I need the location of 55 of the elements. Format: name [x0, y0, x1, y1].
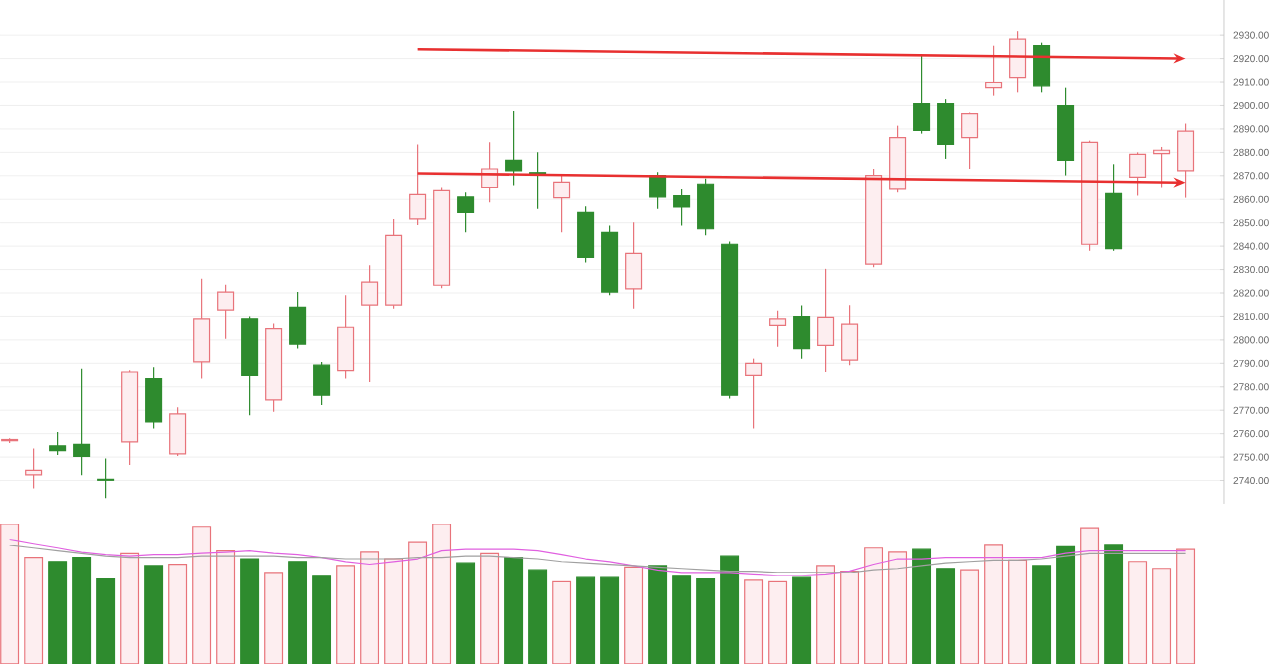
- candlestick: [1153, 146, 1171, 189]
- candlestick: [505, 110, 523, 187]
- candlestick: [169, 406, 187, 457]
- candlestick: [673, 188, 691, 227]
- bar: [888, 551, 908, 664]
- bar: [288, 561, 308, 664]
- candlestick: [409, 143, 427, 226]
- bar: [360, 551, 380, 664]
- candlestick: [697, 178, 715, 236]
- bar: [912, 548, 932, 664]
- candlestick: [913, 55, 931, 135]
- bar: [456, 562, 476, 664]
- candlestick: [1129, 151, 1147, 197]
- candlestick: [577, 205, 595, 264]
- bar: [504, 556, 524, 664]
- candlestick: [769, 310, 787, 348]
- bar: [336, 565, 356, 664]
- bar: [384, 558, 404, 664]
- candlestick: [745, 358, 763, 430]
- bar: [432, 523, 452, 664]
- candlestick: [337, 294, 355, 380]
- candlestick: [937, 98, 955, 160]
- bar: [1032, 565, 1052, 664]
- candlestick: [313, 361, 331, 406]
- candlestick: [73, 368, 91, 476]
- candlestick: [49, 431, 67, 456]
- candlestick: [1009, 30, 1027, 93]
- candlestick: [817, 268, 835, 373]
- candlestick: [97, 457, 115, 499]
- bar: [552, 580, 572, 664]
- candlestick: [217, 284, 235, 340]
- candlestick: [793, 304, 811, 360]
- candlestick: [961, 111, 979, 170]
- candlestick: [625, 221, 643, 310]
- bar: [0, 523, 20, 664]
- bar: [864, 547, 884, 664]
- candlestick: [1033, 42, 1051, 93]
- bar: [24, 556, 44, 664]
- candlestick: [457, 191, 475, 233]
- bar: [480, 552, 500, 664]
- bar: [936, 568, 956, 664]
- candlestick: [841, 304, 859, 366]
- bar: [312, 575, 332, 664]
- candlestick: [553, 174, 571, 233]
- bar: [1104, 544, 1124, 664]
- candlestick: [193, 278, 211, 380]
- candlestick: [361, 264, 379, 383]
- candlestick: [289, 291, 307, 350]
- bar: [984, 544, 1004, 664]
- bar: [840, 570, 860, 664]
- candlestick: [145, 366, 163, 430]
- bar: [816, 565, 836, 664]
- candlestick: [25, 447, 43, 490]
- candlestick: [1177, 122, 1195, 199]
- candlestick: [985, 45, 1003, 97]
